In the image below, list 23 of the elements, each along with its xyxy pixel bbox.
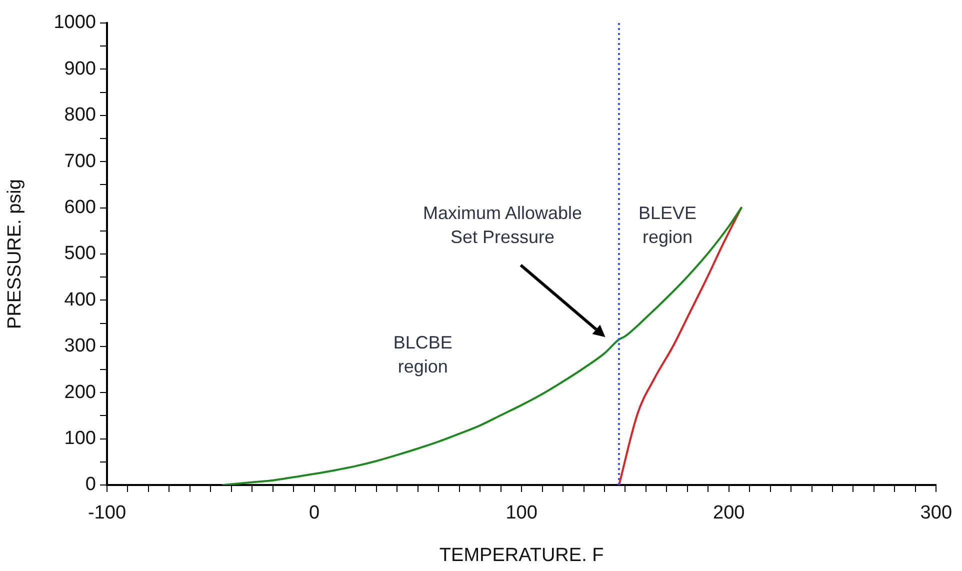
annotation: BLCBE region	[393, 332, 452, 377]
x-tick-label: -100	[88, 502, 126, 524]
y-tick-label: 400	[64, 289, 96, 310]
y-axis-title: PRESSURE. psig	[4, 179, 26, 329]
x-axis-title: TEMPERATURE. F	[439, 544, 604, 566]
y-tick-label: 800	[64, 104, 96, 126]
x-tick-label: 0	[309, 502, 320, 524]
x-tick-label: 100	[506, 502, 538, 524]
annotation: Maximum Allowable Set Pressure	[422, 203, 582, 248]
annotation: BLEVE region	[638, 203, 697, 248]
y-tick-label: 300	[64, 336, 96, 357]
y-tick-label: 0	[85, 474, 96, 496]
y-tick-label: 600	[64, 197, 96, 218]
y-tick-label: 500	[64, 243, 96, 264]
line-series	[222, 206, 742, 485]
line-series	[618, 206, 742, 485]
y-tick-label: 1000	[54, 12, 96, 34]
y-tick-label: 700	[64, 150, 96, 172]
y-tick-label: 900	[64, 58, 96, 80]
y-tick-label: 200	[64, 382, 96, 403]
y-tick-label: 100	[64, 428, 96, 450]
x-tick-label: 300	[920, 502, 952, 524]
x-tick-label: 200	[713, 502, 745, 524]
